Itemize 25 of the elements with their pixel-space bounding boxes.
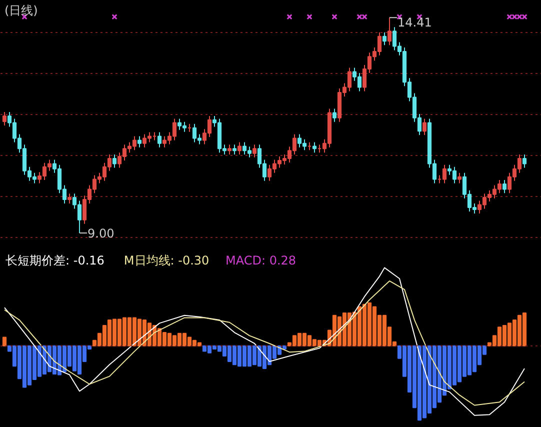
candlestick [422,118,427,136]
candlestick [232,144,237,156]
candlestick [137,136,142,148]
text: MACD: 0.28 [226,254,296,268]
candlestick [112,154,117,168]
candlestick [382,32,387,46]
candlestick [312,142,317,154]
candlestick [157,132,162,148]
candlestick [252,144,257,158]
annotation: 9.00 [88,226,114,240]
chart-title: (日线) [4,4,38,18]
candlestick [227,144,232,156]
bar [2,336,7,346]
candlestick [442,164,447,184]
candlestick [522,154,527,168]
candlestick [502,180,507,194]
candlestick [387,17,392,46]
text: 长短期价差: -0.16 [6,254,104,268]
candlestick [332,108,337,122]
candlestick [457,172,462,184]
candlestick [2,111,7,126]
annotation: 14.41 [398,16,432,30]
candlestick [67,193,72,204]
candlestick [237,142,242,156]
text: M日均线: -0.30 [124,254,210,268]
